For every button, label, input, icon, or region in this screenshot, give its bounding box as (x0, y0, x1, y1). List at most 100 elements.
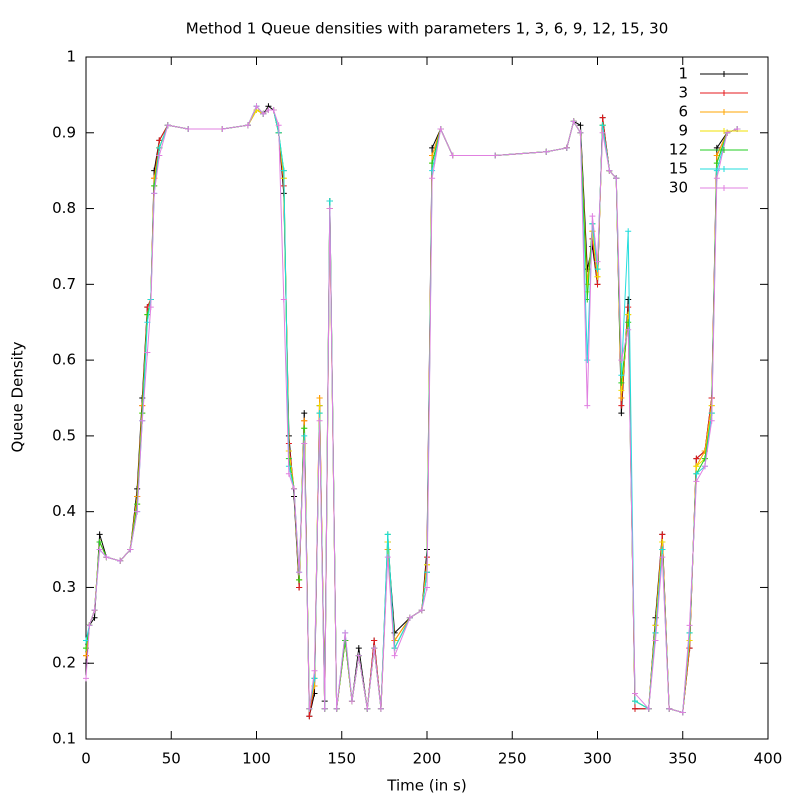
point-marker (164, 122, 171, 129)
point-marker (543, 148, 550, 155)
point-marker (260, 110, 267, 117)
point-marker (127, 546, 134, 553)
point-marker (659, 531, 666, 538)
point-marker (316, 402, 323, 409)
point-marker (253, 103, 260, 110)
y-tick-label: 1 (66, 48, 76, 66)
point-marker (618, 387, 625, 394)
point-marker (406, 614, 413, 621)
point-marker (147, 304, 154, 311)
point-marker (618, 410, 625, 417)
point-marker (577, 129, 584, 136)
point-marker (285, 470, 292, 477)
point-marker (618, 402, 625, 409)
point-marker (270, 107, 277, 114)
y-tick-label: 0.1 (52, 730, 76, 748)
point-marker (326, 197, 333, 204)
y-tick-label: 0.2 (52, 654, 76, 672)
series-line (85, 109, 738, 714)
point-marker (355, 652, 362, 659)
point-marker (244, 122, 251, 129)
point-marker (625, 319, 632, 326)
series-line (85, 105, 738, 714)
point-marker (429, 167, 436, 174)
point-marker (659, 554, 666, 561)
point-marker (594, 281, 601, 288)
point-marker (321, 705, 328, 712)
point-marker (91, 614, 98, 621)
legend-marker (721, 90, 727, 96)
y-tick-label: 0.8 (52, 199, 76, 217)
point-marker (296, 569, 303, 576)
point-marker (659, 538, 666, 545)
point-marker (713, 175, 720, 182)
y-axis-label: Queue Density (9, 341, 27, 452)
x-tick-label: 0 (81, 750, 91, 768)
point-marker (342, 629, 349, 636)
point-marker (156, 152, 163, 159)
series (83, 107, 741, 716)
point-marker (377, 705, 384, 712)
legend-label: 12 (669, 141, 688, 159)
x-tick-label: 50 (162, 750, 181, 768)
point-marker (316, 410, 323, 417)
point-marker (311, 667, 318, 674)
point-marker (594, 258, 601, 265)
point-marker (301, 417, 308, 424)
point-marker (134, 508, 141, 515)
series-line (85, 105, 738, 714)
point-marker (117, 557, 124, 564)
point-marker (618, 372, 625, 379)
series-line (85, 109, 738, 714)
point-marker (301, 425, 308, 432)
point-marker (613, 175, 620, 182)
legend-label: 9 (678, 122, 688, 140)
x-tick-label: 150 (327, 750, 356, 768)
point-marker (151, 182, 158, 189)
point-marker (625, 304, 632, 311)
legend-marker (721, 71, 727, 77)
point-marker (679, 709, 686, 716)
point-marker (326, 205, 333, 212)
point-marker (355, 645, 362, 652)
point-marker (599, 129, 606, 136)
point-marker (371, 637, 378, 644)
point-marker (296, 584, 303, 591)
point-marker (693, 455, 700, 462)
point-marker (584, 402, 591, 409)
point-marker (275, 122, 282, 129)
x-tick-label: 250 (498, 750, 527, 768)
point-marker (686, 622, 693, 629)
point-marker (492, 152, 499, 159)
chart-title: Method 1 Queue densities with parameters… (186, 20, 669, 38)
point-marker (606, 167, 613, 174)
y-tick-label: 0.6 (52, 351, 76, 369)
legend-label: 15 (669, 160, 688, 178)
point-marker (316, 395, 323, 401)
x-tick-label: 300 (583, 750, 612, 768)
series (83, 103, 741, 716)
point-marker (625, 326, 632, 333)
series-line (85, 105, 738, 717)
y-tick-label: 0.3 (52, 578, 76, 596)
point-marker (185, 125, 192, 132)
legend-label: 6 (678, 103, 688, 121)
point-marker (429, 175, 436, 182)
point-marker (144, 349, 151, 356)
point-marker (103, 554, 110, 561)
point-marker (563, 144, 570, 151)
point-marker (632, 690, 639, 697)
point-marker (666, 705, 673, 712)
point-marker (701, 455, 708, 462)
legend-marker (721, 166, 727, 172)
series (83, 103, 741, 720)
point-marker (418, 607, 425, 614)
point-marker (151, 190, 158, 197)
point-marker (144, 311, 151, 318)
point-marker (632, 698, 639, 705)
point-marker (306, 713, 313, 720)
point-marker (83, 652, 89, 659)
y-tick-label: 0.4 (52, 502, 76, 520)
point-marker (219, 125, 226, 132)
x-tick-label: 100 (242, 750, 271, 768)
